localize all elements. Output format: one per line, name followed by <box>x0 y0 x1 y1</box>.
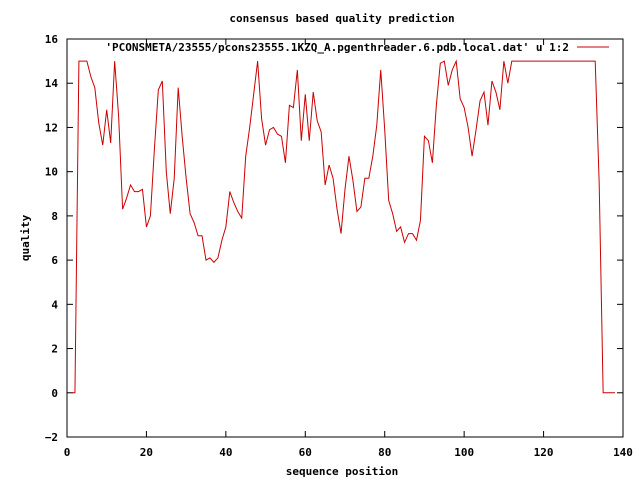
x-tick-label: 120 <box>534 446 554 459</box>
x-tick-label: 60 <box>299 446 312 459</box>
y-tick-label: 10 <box>45 166 58 179</box>
x-axis-label: sequence position <box>286 465 399 478</box>
y-tick-label: 6 <box>51 254 58 267</box>
y-tick-label: 2 <box>51 343 58 356</box>
y-tick-label: −2 <box>45 431 58 444</box>
x-tick-label: 20 <box>140 446 153 459</box>
legend: 'PCONSMETA/23555/pcons23555.1KZQ_A.pgent… <box>105 41 609 54</box>
y-tick-label: 0 <box>51 387 58 400</box>
x-tick-label: 140 <box>613 446 633 459</box>
legend-label: 'PCONSMETA/23555/pcons23555.1KZQ_A.pgent… <box>105 41 569 54</box>
x-tick-label: 80 <box>378 446 391 459</box>
y-tick-label: 14 <box>45 77 59 90</box>
chart-title: consensus based quality prediction <box>229 12 454 25</box>
series-line-0 <box>70 59 616 394</box>
y-axis-label: quality <box>19 214 32 261</box>
x-tick-label: 40 <box>219 446 232 459</box>
series-layer <box>70 59 616 394</box>
axis-ticks: 0 20 40 60 80 100 120 140 −2 0 2 4 6 8 10 12 14 16 <box>45 33 633 459</box>
y-tick-label: 8 <box>51 210 58 223</box>
y-tick-label: 12 <box>45 121 58 134</box>
y-tick-label: 4 <box>51 298 58 311</box>
y-tick-label: 16 <box>45 33 59 46</box>
x-tick-label: 100 <box>454 446 474 459</box>
x-tick-label: 0 <box>64 446 71 459</box>
plot-frame <box>66 38 624 438</box>
